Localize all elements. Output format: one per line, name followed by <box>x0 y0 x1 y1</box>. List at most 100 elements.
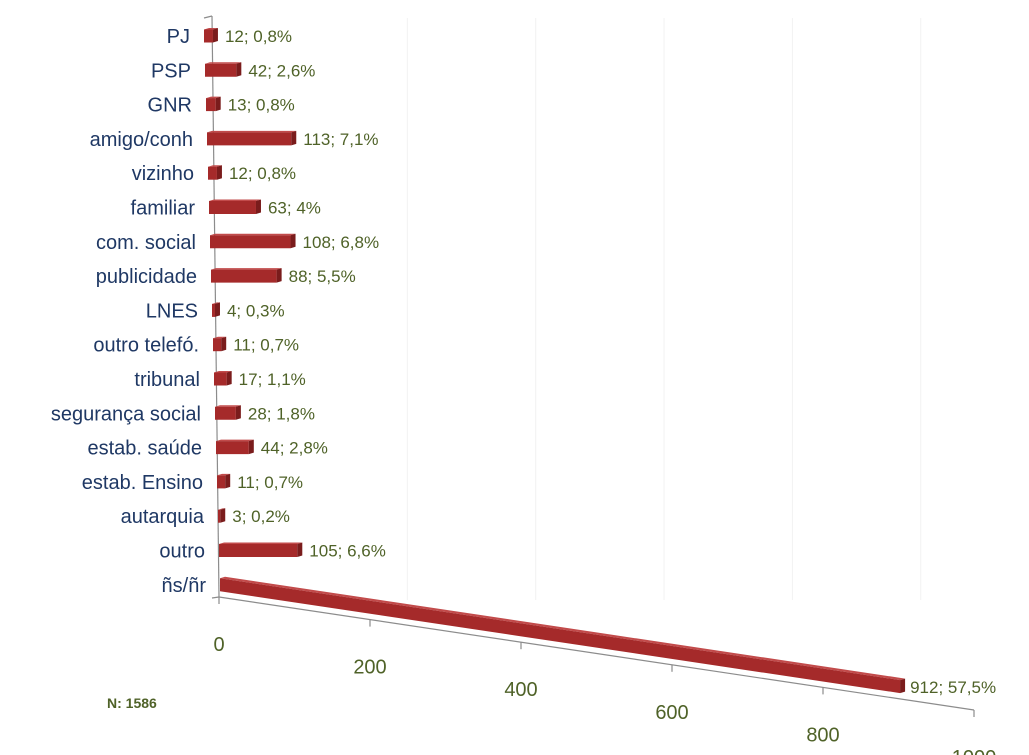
bar-end-face <box>214 302 220 317</box>
bar <box>211 268 282 283</box>
category-label: autarquia <box>121 506 205 528</box>
bar <box>212 302 220 317</box>
data-label: 88; 5,5% <box>289 267 356 286</box>
bar-top-face <box>204 28 218 30</box>
bar-top-face <box>217 473 231 476</box>
bar <box>213 336 227 352</box>
bar-end-face <box>216 165 222 180</box>
bar-top-face <box>214 371 232 373</box>
bar-front-face <box>216 441 249 455</box>
bar-end-face <box>221 336 227 352</box>
x-tick-label: 400 <box>504 679 537 701</box>
data-label: 4; 0,3% <box>227 301 285 320</box>
data-label: 108; 6,8% <box>303 233 380 252</box>
bar <box>207 130 297 146</box>
data-labels: 12; 0,8% 42; 2,6% 13; 0,8% 113; 7,1% 12; 0,8… <box>225 27 996 697</box>
bar-top-face <box>205 62 242 64</box>
category-label: com. social <box>96 232 196 254</box>
bar-top-face <box>216 439 254 442</box>
bar <box>218 508 226 523</box>
data-label: 12; 0,8% <box>225 27 292 46</box>
bar-front-face <box>215 406 236 420</box>
bar <box>206 96 221 112</box>
category-label: vizinho <box>132 163 194 185</box>
data-label: 113; 7,1% <box>303 130 378 149</box>
data-label: 44; 2,8% <box>261 439 328 458</box>
bar-front-face <box>214 372 227 386</box>
data-label: 42; 2,6% <box>248 61 315 80</box>
bar-top-face <box>206 96 221 99</box>
x-tick-label: 600 <box>655 702 688 724</box>
bar <box>204 28 218 43</box>
bar <box>210 233 296 249</box>
bar <box>216 439 254 455</box>
bar-front-face <box>219 544 298 557</box>
data-label: 105; 6,6% <box>309 542 386 561</box>
bar-top-face <box>219 542 303 544</box>
category-label: publicidade <box>96 266 197 288</box>
bar-front-face <box>205 63 237 77</box>
category-label: familiar <box>131 198 196 220</box>
category-label: segurança social <box>51 403 201 425</box>
x-tick-labels: 0 200 400 600 800 1000 <box>213 634 996 755</box>
category-label: tribunal <box>134 369 200 391</box>
sample-size-note: N: 1586 <box>107 695 157 711</box>
bar-top-face <box>215 405 241 407</box>
bars <box>204 28 906 694</box>
bar-top-face <box>210 233 296 236</box>
bar <box>205 62 242 77</box>
bar-front-face <box>209 201 256 214</box>
bar <box>214 371 232 386</box>
bar-front-face <box>211 269 277 283</box>
x-tick-label: 1000 <box>952 747 997 755</box>
category-labels: PJ PSP GNR amigo/conh vizinho familiar com. so… <box>51 26 206 597</box>
bar <box>209 199 261 214</box>
data-label: 3; 0,2% <box>232 507 290 526</box>
category-label: GNR <box>148 95 192 117</box>
bar-top-face <box>212 302 220 304</box>
bar <box>220 576 906 694</box>
category-label: estab. Ensino <box>82 472 203 494</box>
bar <box>219 542 303 557</box>
bar-front-face <box>207 132 292 146</box>
bar-front-face <box>220 578 901 694</box>
bar-front-face <box>217 475 226 489</box>
bar-top-face <box>209 199 261 201</box>
category-label: outro telefó. <box>93 335 199 357</box>
x-axis-line <box>218 596 975 711</box>
x-axis-tail <box>211 596 220 599</box>
category-label: PSP <box>151 60 191 82</box>
data-label: 63; 4% <box>268 199 321 218</box>
bar-front-face <box>213 338 222 352</box>
bar-front-face <box>212 303 215 317</box>
bar-top-face <box>208 165 222 167</box>
data-label: 28; 1,8% <box>248 404 315 423</box>
bar-top-face <box>218 508 226 510</box>
bar-end-face <box>255 199 261 214</box>
bar-end-face <box>225 473 231 489</box>
x-tick-label: 200 <box>353 657 386 679</box>
category-label: amigo/conh <box>90 129 193 151</box>
bar-front-face <box>204 29 213 43</box>
bar-end-face <box>226 371 232 386</box>
category-label: ñs/ñr <box>162 575 207 597</box>
bar-end-face <box>291 130 297 146</box>
bar-end-face <box>290 233 296 249</box>
bar-front-face <box>218 509 221 523</box>
bar-end-face <box>248 439 254 455</box>
bar <box>208 165 222 180</box>
data-label: 11; 0,7% <box>233 336 299 355</box>
bar <box>217 473 231 489</box>
bar-front-face <box>210 235 291 249</box>
data-label: 12; 0,8% <box>229 164 296 183</box>
bar-end-face <box>276 268 282 283</box>
bar-top-face <box>220 576 906 681</box>
bar-end-face <box>212 28 218 43</box>
axes <box>203 15 975 717</box>
bar-top-face <box>211 268 282 270</box>
bar-end-face <box>215 96 221 112</box>
bar-top-face <box>213 336 227 339</box>
data-label: 13; 0,8% <box>228 96 295 115</box>
category-label: LNES <box>146 300 198 322</box>
gridlines <box>406 18 922 600</box>
